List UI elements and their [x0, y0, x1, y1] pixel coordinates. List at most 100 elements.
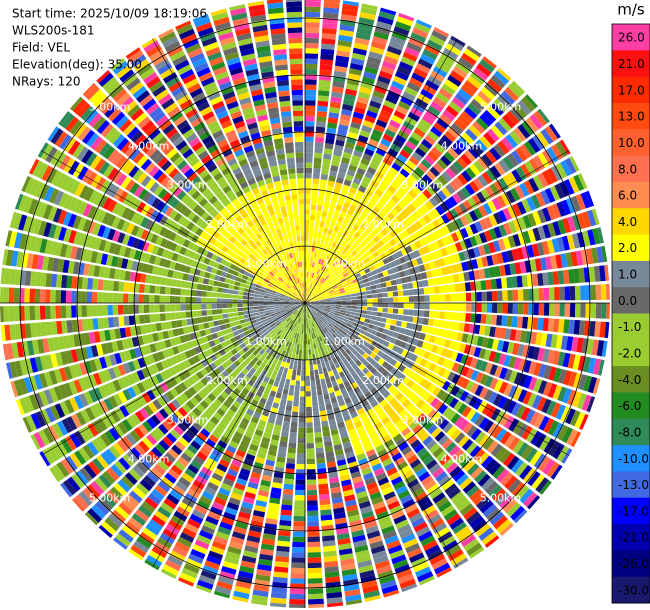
radar-gate [369, 246, 376, 254]
radar-gate [354, 367, 362, 374]
radar-gate [463, 80, 479, 93]
radar-gate [590, 303, 597, 319]
radar-gate [385, 355, 393, 364]
radar-gate [317, 347, 322, 354]
radar-gate [291, 307, 296, 311]
radar-gate [319, 357, 325, 364]
radar-gate [279, 520, 292, 527]
radar-gate [493, 515, 508, 530]
radar-gate [385, 407, 395, 416]
radar-gate [521, 96, 536, 112]
radar-gate [363, 257, 371, 264]
radar-gate [470, 411, 481, 424]
radar-gate [384, 189, 394, 198]
radar-gate [329, 265, 335, 271]
radar-gate [354, 403, 363, 411]
radar-gate [64, 435, 77, 451]
radar-gate [566, 336, 574, 351]
radar-gate [362, 367, 370, 375]
radar-gate [118, 190, 129, 203]
radar-gate [131, 237, 140, 249]
radar-gate [399, 149, 411, 159]
radar-gate [104, 182, 115, 196]
radar-gate [218, 336, 225, 343]
radar-gate [362, 238, 369, 246]
radar-gate [128, 282, 135, 293]
radar-gate [411, 259, 419, 267]
radar-gate [364, 477, 376, 486]
radar-gate [340, 558, 355, 566]
radar-gate [310, 304, 316, 307]
radar-gate [117, 377, 127, 390]
radar-gate [268, 307, 275, 310]
radar-gate [556, 237, 565, 252]
radar-gate [344, 244, 351, 251]
radar-gate [297, 432, 305, 439]
radar-gate [321, 232, 327, 239]
radar-gate [423, 287, 430, 295]
radar-gate [374, 214, 383, 223]
radar-gate [351, 242, 358, 250]
radar-gate [312, 354, 316, 360]
radar-gate [31, 339, 40, 355]
radar-gate [222, 308, 228, 314]
radar-gate [399, 341, 407, 349]
radar-gate [56, 461, 70, 478]
radar-gate [373, 370, 381, 379]
radar-gate [296, 311, 300, 317]
radar-gate [215, 531, 230, 541]
radar-gate [21, 341, 30, 357]
radar-gate [102, 197, 113, 210]
radar-gate [231, 459, 242, 468]
radar-gate [243, 339, 251, 346]
radar-gate [335, 280, 342, 286]
radar-gate [357, 324, 363, 329]
radar-gate [307, 256, 311, 262]
radar-gate [415, 566, 432, 578]
radar-gate [464, 183, 476, 196]
radar-gate [376, 312, 383, 317]
radar-gate [336, 177, 344, 184]
radar-gate [320, 265, 325, 271]
radar-gate [264, 323, 270, 329]
radar-gate [451, 331, 459, 341]
radar-gate [200, 570, 217, 580]
radar-gate [398, 423, 408, 433]
radar-gate [71, 290, 77, 303]
radar-gate [463, 538, 480, 552]
radar-gate [309, 225, 314, 231]
radar-gate [90, 480, 105, 496]
radar-gate [253, 325, 260, 331]
radar-gate [377, 448, 388, 458]
radar-gate [355, 359, 362, 367]
radar-gate [319, 284, 324, 289]
radar-gate [318, 194, 325, 201]
radar-gate [249, 476, 260, 485]
radar-gate [356, 306, 363, 310]
radar-gate [244, 491, 256, 500]
radar-gate [458, 419, 470, 431]
radar-gate [252, 349, 259, 357]
radar-gate [377, 307, 383, 312]
radar-gate [527, 393, 538, 407]
radar-gate [336, 394, 344, 402]
radar-gate [517, 124, 531, 139]
radar-gate [321, 43, 335, 50]
radar-gate [207, 393, 216, 402]
radar-gate [340, 387, 348, 395]
radar-gate [317, 473, 328, 480]
radar-gate [408, 296, 415, 302]
radar-gate [428, 261, 436, 270]
radar-gate [419, 500, 434, 512]
radar-gate [540, 190, 551, 205]
radar-gate [344, 288, 351, 293]
radar-gate [429, 443, 441, 454]
radar-gate [289, 588, 305, 595]
radar-gate [285, 308, 291, 311]
radar-gate [265, 371, 272, 379]
radar-gate [17, 214, 28, 231]
radar-gate [454, 416, 465, 428]
radar-gate [515, 485, 530, 501]
radar-gate [420, 416, 431, 427]
radar-gate [344, 446, 354, 454]
